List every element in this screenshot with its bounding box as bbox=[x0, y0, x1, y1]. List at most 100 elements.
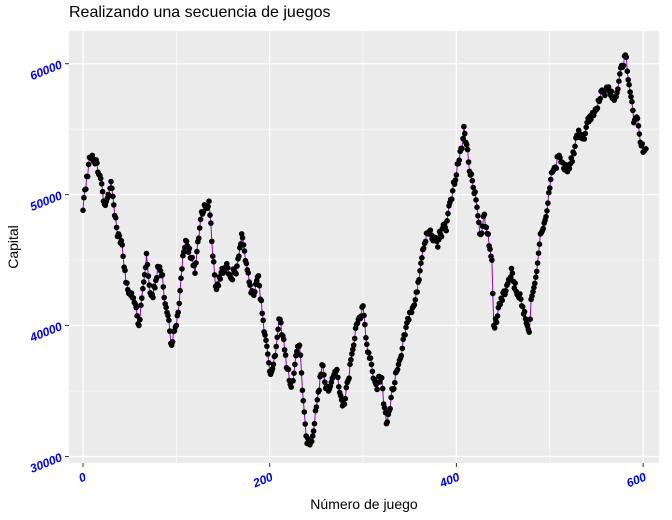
data-point bbox=[571, 150, 577, 157]
data-point bbox=[262, 332, 268, 338]
data-point bbox=[483, 224, 490, 231]
data-point bbox=[140, 285, 146, 292]
data-point bbox=[485, 231, 492, 237]
data-point bbox=[210, 259, 217, 265]
data-point bbox=[503, 288, 509, 294]
data-point bbox=[193, 260, 199, 266]
data-point bbox=[384, 419, 391, 425]
data-point bbox=[412, 297, 419, 303]
y-tick-label: 30000 bbox=[28, 450, 64, 476]
data-point bbox=[531, 284, 537, 291]
data-point bbox=[475, 213, 481, 219]
data-point bbox=[210, 253, 216, 259]
data-point bbox=[194, 248, 200, 255]
data-point bbox=[175, 309, 181, 316]
data-point bbox=[260, 317, 267, 324]
data-point bbox=[243, 260, 250, 267]
data-point bbox=[136, 322, 142, 329]
data-point bbox=[533, 268, 540, 275]
data-point bbox=[547, 185, 553, 191]
data-point bbox=[368, 361, 375, 368]
x-axis: 0 200 400 600 bbox=[77, 463, 649, 491]
data-point bbox=[247, 282, 253, 289]
data-point bbox=[81, 194, 87, 201]
data-point bbox=[139, 295, 145, 301]
data-point bbox=[509, 270, 516, 277]
data-point bbox=[443, 227, 450, 234]
data-point bbox=[422, 238, 429, 245]
data-point bbox=[290, 378, 296, 384]
data-point bbox=[378, 375, 385, 381]
data-point bbox=[464, 146, 471, 153]
data-point bbox=[152, 285, 158, 291]
x-tick-label: 400 bbox=[437, 470, 462, 491]
data-point bbox=[341, 401, 348, 407]
data-point bbox=[145, 273, 152, 279]
data-point bbox=[110, 193, 116, 200]
data-point bbox=[322, 379, 328, 385]
data-point bbox=[275, 326, 281, 333]
data-point bbox=[643, 146, 649, 152]
data-point bbox=[183, 238, 190, 245]
data-point bbox=[334, 366, 340, 373]
data-point bbox=[445, 210, 451, 217]
data-point bbox=[398, 352, 405, 359]
data-point bbox=[298, 370, 305, 376]
data-point bbox=[133, 304, 139, 311]
data-point bbox=[116, 233, 123, 239]
data-point bbox=[173, 322, 180, 329]
data-point bbox=[582, 130, 589, 137]
data-point bbox=[239, 235, 246, 241]
data-point bbox=[634, 115, 641, 122]
data-point bbox=[269, 365, 276, 372]
data-point bbox=[367, 355, 374, 361]
data-point bbox=[594, 105, 601, 111]
data-point bbox=[369, 368, 376, 375]
data-point bbox=[291, 370, 297, 377]
data-point bbox=[309, 433, 316, 439]
data-point bbox=[408, 309, 415, 316]
data-point bbox=[280, 336, 287, 343]
data-point bbox=[120, 253, 126, 260]
data-point bbox=[608, 88, 615, 95]
data-point bbox=[476, 219, 482, 226]
data-point bbox=[420, 245, 427, 252]
data-point bbox=[263, 337, 269, 344]
data-point bbox=[379, 385, 386, 392]
chart-title: Realizando una secuencia de juegos bbox=[69, 4, 331, 21]
data-point bbox=[557, 154, 563, 161]
data-point bbox=[163, 304, 169, 311]
data-point bbox=[113, 224, 120, 231]
data-point bbox=[245, 270, 251, 276]
data-point bbox=[472, 189, 478, 195]
data-point bbox=[583, 124, 589, 131]
data-point bbox=[186, 245, 193, 252]
data-point bbox=[346, 375, 352, 382]
data-point bbox=[192, 270, 198, 277]
data-point bbox=[80, 207, 86, 214]
data-point bbox=[403, 324, 409, 331]
data-point bbox=[311, 420, 318, 427]
data-point bbox=[278, 319, 284, 326]
data-point bbox=[140, 279, 147, 285]
y-axis-title: Capital bbox=[5, 225, 21, 269]
data-point bbox=[545, 200, 551, 206]
data-point bbox=[282, 352, 289, 358]
data-point bbox=[602, 92, 608, 99]
data-point bbox=[553, 165, 560, 171]
data-point bbox=[536, 241, 543, 247]
data-point bbox=[240, 242, 247, 248]
data-point bbox=[411, 302, 418, 308]
data-point bbox=[196, 235, 202, 241]
data-point bbox=[417, 268, 423, 274]
data-point bbox=[530, 289, 536, 295]
data-point bbox=[588, 116, 594, 123]
data-point bbox=[416, 276, 422, 283]
data-point bbox=[493, 319, 500, 326]
data-point bbox=[518, 296, 524, 302]
data-point bbox=[296, 342, 303, 349]
data-point bbox=[111, 202, 117, 208]
data-point bbox=[302, 421, 309, 427]
data-point bbox=[616, 78, 622, 84]
data-point bbox=[288, 384, 295, 390]
